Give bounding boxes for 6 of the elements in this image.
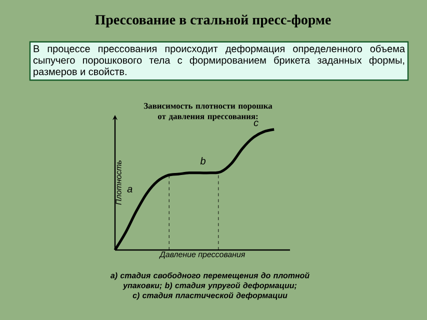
annotation: b <box>200 157 206 164</box>
chart-subtitle: В процессе прессования происходит деформация определенного объема сыпучего порошкового тела с формированием брикета заданных формы, размеров и свойств. <box>33 44 406 78</box>
text: c <box>254 120 258 126</box>
text: Зависимость плотности порошка от давления прессования: <box>144 103 272 121</box>
chart-title: Прессование в стальной пресс-форме <box>95 14 331 28</box>
annotation: a <box>127 187 132 192</box>
